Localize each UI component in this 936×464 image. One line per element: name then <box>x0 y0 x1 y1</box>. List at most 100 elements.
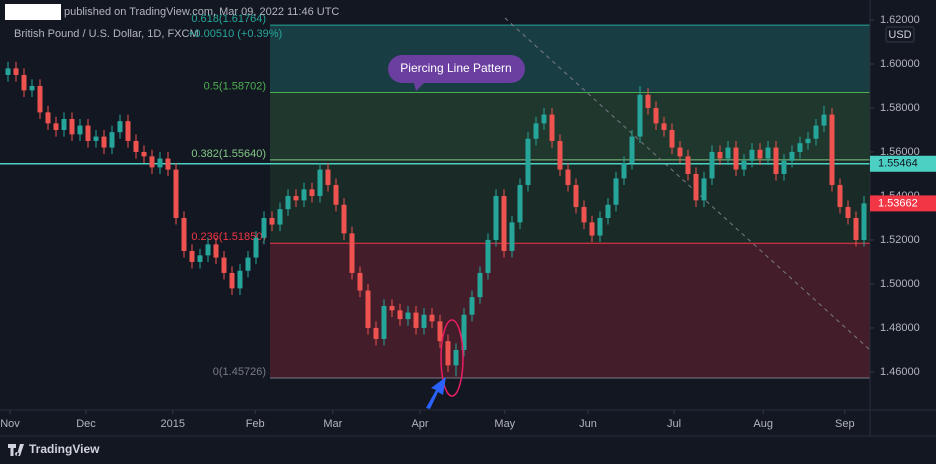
callout-text: Piercing Line Pattern <box>400 61 511 75</box>
candle-body <box>821 114 827 126</box>
candle-body <box>173 169 179 218</box>
candle-body <box>253 237 259 258</box>
hline-price-label-bg <box>870 155 936 172</box>
candle-body <box>349 233 355 273</box>
candle-body <box>69 118 75 135</box>
candle-body <box>701 178 707 201</box>
candle-body <box>717 151 723 159</box>
candle-body <box>149 156 155 168</box>
candle-body <box>389 305 395 311</box>
fib-zone <box>270 243 870 378</box>
y-tick-label: 1.62000 <box>880 14 920 26</box>
candle-body <box>613 178 619 205</box>
candle-body <box>189 250 195 262</box>
candle-body <box>85 125 91 141</box>
candle-body <box>845 206 851 218</box>
candle-body <box>589 222 595 236</box>
candle-body <box>741 160 747 170</box>
last-price-label: 1.53662 <box>878 197 918 209</box>
candle-body <box>573 184 579 207</box>
plot-area: 0.618(1.61764) 0.5(1.58702) 0.382(1.55640)… <box>0 13 870 409</box>
candle-body <box>373 327 379 339</box>
fib-zone <box>270 25 870 93</box>
x-tick-label: Jul <box>667 418 681 430</box>
candle-body <box>269 217 275 225</box>
candle-body <box>309 189 315 196</box>
candle-body <box>13 68 19 75</box>
candle-body <box>397 310 403 320</box>
candle-body <box>661 123 667 130</box>
candle-body <box>237 270 243 289</box>
candle-body <box>629 136 635 163</box>
fib-level-label: 0(1.45726) <box>213 366 266 378</box>
fib-level-label: 0.5(1.58702) <box>204 80 266 92</box>
candle-body <box>29 85 35 91</box>
candle-body <box>637 94 643 137</box>
highlight-ellipse <box>440 319 464 397</box>
candle-body <box>557 140 563 170</box>
candle-body <box>285 195 291 210</box>
candle-body <box>797 143 803 152</box>
candle-body <box>533 123 539 139</box>
y-tick-label: 1.46000 <box>880 366 920 378</box>
candle-body <box>333 184 339 205</box>
candle-body <box>405 312 411 320</box>
candle-body <box>621 162 627 179</box>
candle-body <box>429 314 435 322</box>
fib-level-label: 0.618(1.61764) <box>191 13 266 25</box>
candle-body <box>381 305 387 339</box>
candle-body <box>221 257 227 273</box>
trend-line <box>504 17 870 351</box>
redacted-box <box>5 4 61 20</box>
candle-body <box>157 158 163 168</box>
candle-body <box>549 114 555 141</box>
candle-body <box>493 195 499 240</box>
brand-name: TradingView <box>29 442 100 456</box>
candle-body <box>541 114 547 124</box>
candle-body <box>357 272 363 291</box>
candle-body <box>5 68 11 75</box>
candle-body <box>261 217 267 238</box>
currency-label: USD <box>888 29 911 41</box>
candle-body <box>565 169 571 185</box>
y-tick-label: 1.50000 <box>880 278 920 290</box>
candle-body <box>789 151 795 161</box>
symbol-title: British Pound / U.S. Dollar, 1D, FXCM <box>14 28 199 40</box>
candle-body <box>277 209 283 225</box>
candle-body <box>837 184 843 207</box>
candle-body <box>45 112 51 124</box>
brand-logo <box>8 444 24 456</box>
candle-body <box>421 314 427 328</box>
y-tick-label: 1.58000 <box>880 102 920 114</box>
candle-body <box>197 255 203 262</box>
candle-body <box>861 203 867 240</box>
candle-body <box>581 206 587 223</box>
candle-body <box>317 169 323 196</box>
published-note: published on TradingView.com, Mar 09, 20… <box>64 6 339 18</box>
candle-body <box>21 74 27 91</box>
candle-body <box>453 349 459 366</box>
callout-bubble <box>388 55 525 91</box>
candle-body <box>445 341 451 366</box>
x-tick-label: Dec <box>76 418 96 430</box>
candle-body <box>365 290 371 328</box>
candle-body <box>765 147 771 159</box>
x-tick-label: May <box>494 418 515 430</box>
candle-body <box>773 147 779 174</box>
candle-body <box>685 156 691 174</box>
candle-body <box>669 129 675 148</box>
last-price-label-bg <box>870 195 936 212</box>
candle-body <box>245 257 251 271</box>
candle-body <box>725 147 731 159</box>
candle-body <box>485 239 491 273</box>
x-tick-label: 2015 <box>161 418 185 430</box>
candle-body <box>181 217 187 251</box>
pointer-arrow <box>426 377 446 409</box>
x-tick-label: Sep <box>835 418 855 430</box>
candle-body <box>53 123 59 130</box>
candle-body <box>117 121 123 133</box>
candle-body <box>37 85 43 113</box>
y-tick-label: 1.48000 <box>880 322 920 334</box>
candle-body <box>61 118 67 130</box>
